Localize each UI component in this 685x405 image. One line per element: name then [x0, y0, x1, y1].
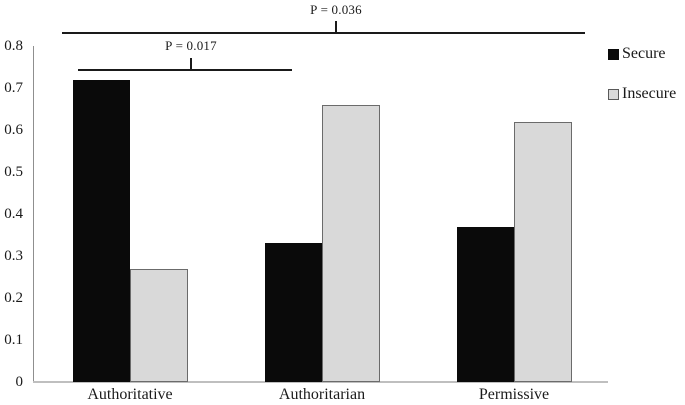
bar-insecure-authoritative: [130, 269, 188, 382]
legend-swatch-secure: [608, 48, 619, 60]
x-label-permissive: Permissive: [478, 386, 550, 403]
legend-label-secure: Secure: [622, 45, 666, 62]
legend-item-insecure: Insecure: [608, 86, 676, 102]
y-axis-line: [33, 46, 34, 382]
bracket-tick-outer: [335, 21, 337, 33]
y-tick-label: 0.6: [4, 122, 23, 138]
x-label-authoritarian: Authoritarian: [278, 386, 366, 403]
y-tick-label: 0.2: [4, 290, 23, 306]
bracket-line-inner: [78, 69, 292, 71]
x-axis-line: [33, 381, 608, 383]
y-tick-label: 0.8: [4, 38, 23, 54]
bracket-line-outer: [62, 32, 585, 34]
bar-insecure-permissive: [514, 122, 572, 382]
legend-swatch-insecure: [608, 88, 619, 100]
legend-item-secure: Secure: [608, 46, 666, 62]
bar-secure-authoritarian: [265, 243, 322, 382]
y-tick-label: 0: [15, 374, 24, 390]
x-label-authoritative: Authoritative: [87, 386, 173, 403]
y-tick-label: 0.3: [4, 248, 23, 264]
bar-insecure-authoritarian: [322, 105, 380, 382]
y-tick-label: 0.7: [4, 80, 23, 96]
bracket-tick-inner: [190, 58, 192, 70]
y-tick-label: 0.5: [4, 164, 23, 180]
y-tick-label: 0.1: [4, 332, 23, 348]
p-value-label-inner: P = 0.017: [165, 38, 217, 53]
p-value-label-outer: P = 0.036: [310, 2, 362, 17]
bar-secure-permissive: [457, 227, 514, 382]
legend-label-insecure: Insecure: [622, 85, 677, 102]
bar-secure-authoritative: [73, 80, 130, 382]
y-tick-label: 0.4: [4, 206, 23, 222]
